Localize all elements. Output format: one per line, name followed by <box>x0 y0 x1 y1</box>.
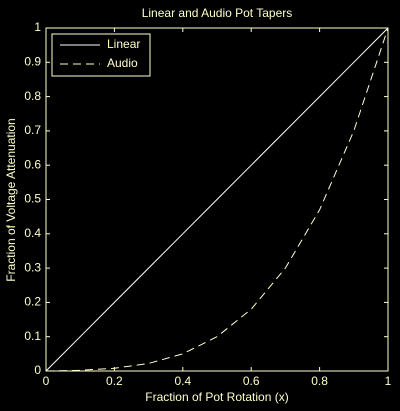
y-tick-label: 0.5 <box>24 192 41 206</box>
y-tick-label: 0.8 <box>24 89 41 103</box>
y-tick-label: 0.1 <box>24 329 41 343</box>
legend-box <box>51 33 151 77</box>
x-tick-label: 0.2 <box>106 374 123 388</box>
x-tick-label: 0.8 <box>311 374 328 388</box>
y-tick-label: 0.2 <box>24 295 41 309</box>
x-tick-label: 0.4 <box>174 374 191 388</box>
legend-label: Linear <box>107 37 140 51</box>
y-tick-label: 0.7 <box>24 123 41 137</box>
series-line <box>45 27 389 372</box>
legend-label: Audio <box>107 56 138 70</box>
x-tick-label: 0 <box>43 374 50 388</box>
y-axis-label: Fraction of Voltage Attenuation <box>4 118 18 281</box>
x-axis-label: Fraction of Pot Rotation (x) <box>145 390 288 404</box>
y-tick-label: 0.9 <box>24 54 41 68</box>
y-tick-label: 0.4 <box>24 226 41 240</box>
chart-title: Linear and Audio Pot Tapers <box>142 6 293 20</box>
y-tick-label: 0.3 <box>24 260 41 274</box>
x-tick-label: 1 <box>385 374 392 388</box>
y-tick-label: 1 <box>34 20 41 34</box>
y-tick-label: 0 <box>34 363 41 377</box>
y-tick-label: 0.6 <box>24 157 41 171</box>
x-tick-label: 0.6 <box>243 374 260 388</box>
series-line <box>45 27 389 372</box>
